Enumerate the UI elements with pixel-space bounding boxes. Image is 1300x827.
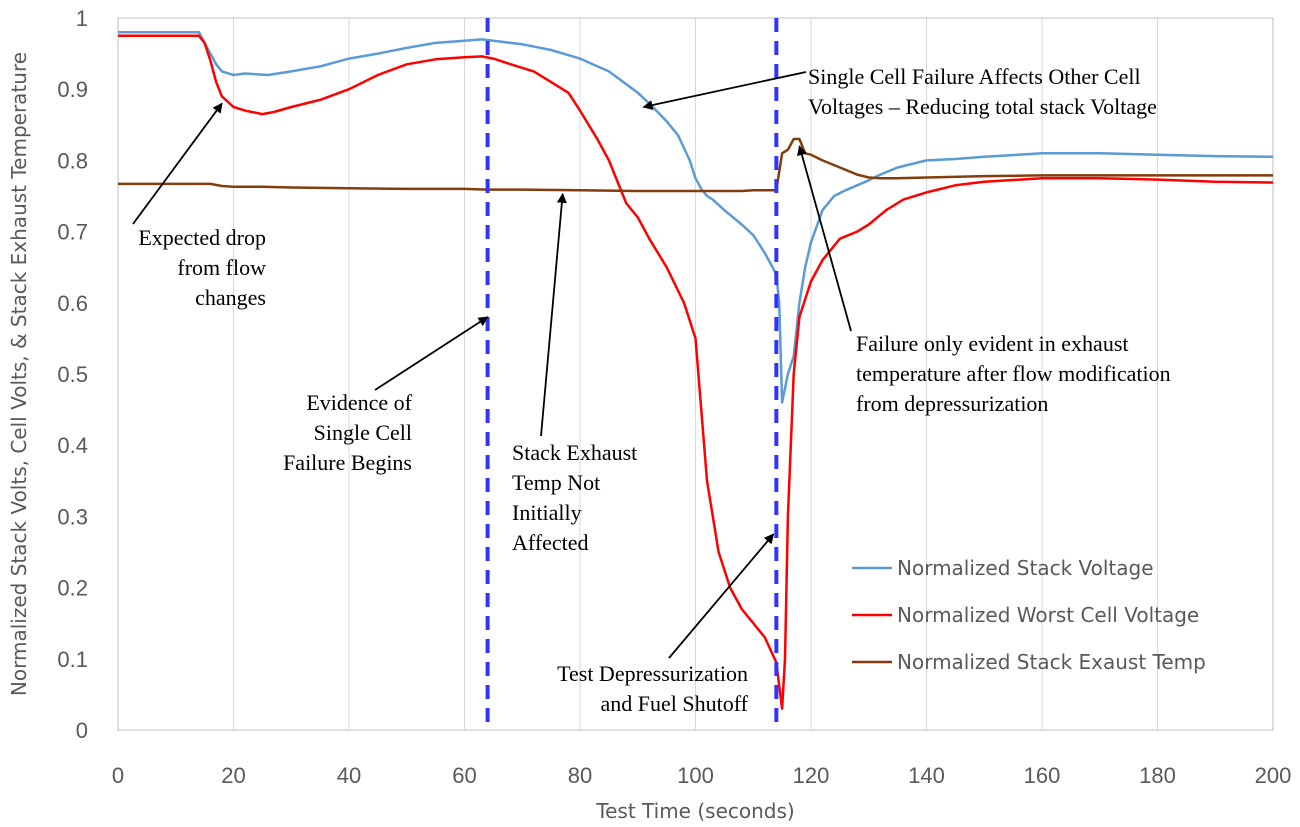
x-tick-label: 180 — [1139, 763, 1176, 788]
x-tick-label: 160 — [1024, 763, 1061, 788]
annotation-text: Test Depressurization — [557, 661, 748, 686]
annotation-2: Evidence of Single Cell Failure Begins — [283, 316, 489, 475]
chart-legend: Normalized Stack Voltage Normalized Worst… — [852, 556, 1206, 674]
annotation-text: Expected drop — [138, 225, 266, 250]
legend-label: Normalized Worst Cell Voltage — [897, 603, 1199, 627]
y-tick-label: 0.9 — [57, 77, 88, 102]
annotation-text: and Fuel Shutoff — [601, 691, 749, 716]
x-axis-title: Test Time (seconds) — [595, 799, 794, 823]
annotation-text: Stack Exhaust — [512, 440, 637, 465]
axis-ticks: 0 20 40 60 80 100 120 140 160 180 200 0 0.1 0.2 0.3 0.4… — [57, 6, 1291, 788]
plot-area — [117, 17, 1274, 731]
annotation-arrow — [668, 533, 775, 659]
annotation-arrow — [374, 316, 489, 391]
annotation-text: from flow — [177, 255, 266, 280]
annotation-text: from depressurization — [856, 391, 1048, 416]
y-tick-label: 0.7 — [57, 220, 88, 245]
y-tick-label: 1 — [76, 6, 88, 31]
x-tick-label: 80 — [568, 763, 592, 788]
annotation-arrow — [540, 192, 567, 437]
annotation-text: Single Cell — [314, 420, 412, 445]
x-tick-label: 40 — [337, 763, 361, 788]
x-tick-label: 20 — [221, 763, 245, 788]
x-tick-label: 0 — [112, 763, 124, 788]
series-line-2 — [118, 34, 1274, 710]
series-line-3 — [118, 137, 1273, 193]
series-line-1 — [118, 30, 1274, 404]
x-tick-label: 120 — [793, 763, 830, 788]
y-tick-label: 0.5 — [57, 362, 88, 387]
x-tick-label: 100 — [677, 763, 714, 788]
y-tick-label: 0 — [76, 718, 88, 743]
data-series — [118, 30, 1274, 710]
x-tick-label: 200 — [1255, 763, 1292, 788]
x-tick-label: 60 — [452, 763, 476, 788]
y-tick-label: 0.8 — [57, 148, 88, 173]
annotation-1: Expected drop from flow changes — [132, 102, 266, 310]
x-tick-label: 140 — [908, 763, 945, 788]
annotation-text: Failure Begins — [283, 450, 412, 475]
annotation-text: Voltages – Reducing total stack Voltage — [808, 94, 1157, 119]
annotation-text: temperature after flow modification — [856, 361, 1171, 386]
annotation-arrow — [132, 102, 223, 225]
annotation-5: Failure only evident in exhaust temperatu… — [797, 145, 1171, 416]
annotation-arrow — [797, 145, 852, 332]
y-tick-label: 0.3 — [57, 504, 88, 529]
annotation-3: Stack Exhaust Temp Not Initially Affected — [512, 192, 637, 555]
annotation-text: Affected — [512, 530, 589, 555]
y-tick-label: 0.6 — [57, 291, 88, 316]
legend-label: Normalized Stack Voltage — [897, 556, 1154, 580]
annotation-text: Evidence of — [306, 390, 412, 415]
annotation-text: Failure only evident in exhaust — [856, 331, 1129, 356]
y-axis-title: Normalized Stack Volts, Cell Volts, & St… — [7, 52, 31, 696]
annotation-text: Single Cell Failure Affects Other Cell — [808, 64, 1141, 89]
annotation-text: Temp Not — [512, 470, 600, 495]
annotation-4: Single Cell Failure Affects Other Cell Vo… — [642, 64, 1157, 119]
annotation-arrow — [642, 71, 807, 110]
y-tick-label: 0.1 — [57, 647, 88, 672]
gridlines — [233, 18, 1158, 730]
vertical-markers — [485, 18, 779, 730]
annotation-text: changes — [195, 285, 266, 310]
legend-label: Normalized Stack Exaust Temp — [897, 650, 1206, 674]
annotation-6: Test Depressurization and Fuel Shutoff — [557, 533, 775, 716]
y-tick-label: 0.4 — [57, 433, 88, 458]
annotation-text: Initially — [512, 500, 582, 525]
annotations: Expected drop from flow changes Evidence of… — [132, 64, 1171, 716]
y-tick-label: 0.2 — [57, 576, 88, 601]
